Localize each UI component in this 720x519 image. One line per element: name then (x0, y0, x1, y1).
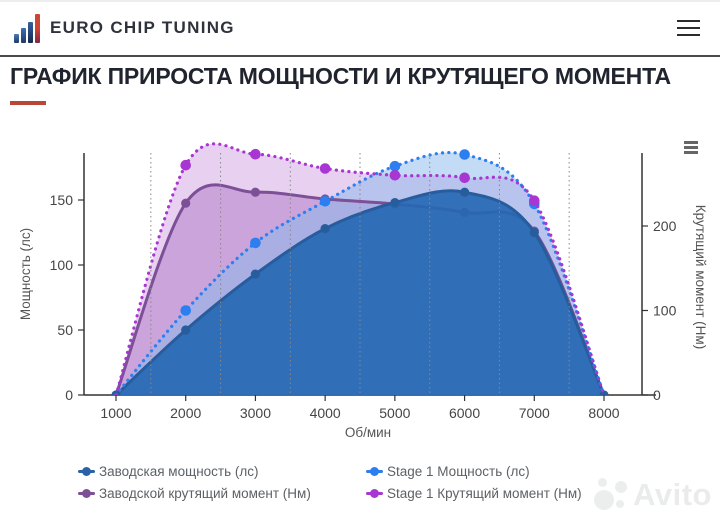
y-tick-label-left: 150 (50, 192, 74, 208)
y-tick-label-right: 0 (653, 387, 661, 403)
title-accent-bar (10, 101, 46, 105)
x-axis-label: Об/мин (345, 425, 391, 440)
series-marker-1 (250, 237, 261, 249)
legend-item-factory-power[interactable]: Заводская мощность (лс) (78, 461, 259, 481)
series-marker-3 (319, 163, 331, 174)
series-marker-1 (389, 160, 401, 172)
hamburger-icon[interactable] (677, 20, 700, 36)
legend-item-stage1-power[interactable]: Stage 1 Мощность (лс) (366, 461, 530, 481)
y-axis-label-left: Мощность (лс) (18, 228, 33, 320)
chart-svg: Мощность (лс) Крутящий момент (Нм) Об/ми… (18, 142, 708, 440)
y-tick-label-left: 100 (50, 257, 74, 273)
y-tick-label-left: 50 (57, 322, 73, 338)
x-tick-label: 4000 (310, 405, 341, 421)
y-tick-label-right: 200 (653, 218, 677, 234)
legend-label: Stage 1 Крутящий момент (Нм) (387, 485, 582, 501)
x-tick-label: 6000 (449, 405, 480, 421)
series-marker-0 (181, 325, 191, 335)
series-marker-3 (529, 195, 540, 206)
power-torque-chart: Мощность (лс) Крутящий момент (Нм) Об/ми… (0, 107, 720, 452)
series-marker-3 (250, 148, 261, 160)
series-marker-1 (319, 196, 331, 207)
series-marker-2 (250, 187, 260, 197)
series-marker-0 (460, 187, 470, 197)
legend-marker (78, 488, 95, 498)
x-tick-label: 8000 (588, 405, 619, 421)
avito-logo-icon (594, 477, 630, 513)
bar-chart-logo-icon (14, 13, 40, 43)
series-line-1 (114, 150, 606, 395)
series-marker-1 (180, 305, 191, 316)
x-tick-label: 2000 (170, 405, 201, 421)
legend-item-factory-torque[interactable]: Заводской крутящий момент (Нм) (78, 483, 311, 503)
brand-name: EURO CHIP TUNING (50, 18, 235, 37)
watermark-text: Avito (633, 477, 712, 512)
series-marker-2 (181, 198, 191, 208)
series-marker-3 (459, 172, 470, 184)
legend-label: Stage 1 Мощность (лс) (387, 463, 530, 479)
series-marker-3 (180, 159, 191, 171)
series-marker-0 (250, 269, 260, 279)
y-tick-label-left: 0 (65, 387, 73, 403)
series-line-0 (114, 189, 606, 395)
legend-label: Заводской крутящий момент (Нм) (99, 485, 311, 501)
legend-marker (366, 466, 383, 476)
legend-label: Заводская мощность (лс) (99, 463, 259, 479)
legend-marker (366, 488, 383, 498)
y-tick-label-right: 100 (653, 303, 677, 319)
series-marker-3 (389, 170, 401, 181)
series-layer (111, 142, 609, 395)
series-marker-1 (459, 149, 470, 160)
series-marker-0 (529, 227, 539, 238)
series-marker-0 (111, 390, 121, 395)
x-tick-label: 5000 (379, 405, 410, 421)
x-tick-label: 7000 (519, 405, 550, 421)
x-tick-label: 3000 (240, 405, 271, 421)
chart-context-menu-icon[interactable] (684, 141, 698, 154)
y-axis-label-right: Крутящий момент (Нм) (693, 205, 708, 349)
series-marker-0 (390, 198, 400, 208)
brand-logo[interactable]: EURO CHIP TUNING (14, 13, 235, 43)
x-tick-label: 1000 (100, 405, 131, 421)
page-title: ГРАФИК ПРИРОСТА МОЩНОСТИ И КРУТЯЩЕГО МОМ… (10, 63, 671, 89)
legend-item-stage1-torque[interactable]: Stage 1 Крутящий момент (Нм) (366, 483, 582, 503)
site-header: EURO CHIP TUNING (0, 2, 720, 57)
avito-watermark: Avito (594, 477, 712, 513)
series-marker-0 (320, 224, 330, 234)
legend-marker (78, 466, 95, 476)
